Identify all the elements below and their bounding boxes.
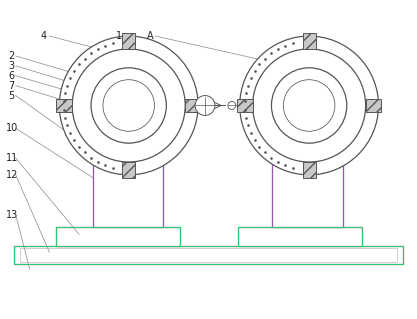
Bar — [20, 248, 397, 262]
Text: 7: 7 — [9, 81, 15, 91]
Text: A: A — [147, 31, 154, 41]
Circle shape — [240, 36, 379, 175]
Bar — [122, 162, 135, 178]
Text: 3: 3 — [9, 61, 15, 71]
Text: 13: 13 — [5, 210, 18, 219]
Circle shape — [91, 68, 166, 143]
Bar — [303, 162, 316, 178]
Text: 12: 12 — [5, 170, 18, 180]
Bar — [14, 246, 403, 264]
Circle shape — [59, 36, 198, 175]
Text: 2: 2 — [9, 51, 15, 61]
Circle shape — [253, 49, 366, 162]
Bar — [238, 227, 362, 246]
Bar — [56, 227, 180, 246]
Bar — [237, 99, 253, 112]
Circle shape — [283, 80, 335, 131]
Bar — [122, 33, 135, 49]
Text: 10: 10 — [5, 123, 18, 133]
Circle shape — [271, 68, 347, 143]
Bar — [56, 99, 72, 112]
Bar — [272, 140, 343, 227]
Bar — [56, 227, 180, 246]
Bar — [14, 246, 403, 264]
Bar — [93, 140, 163, 227]
Bar — [93, 140, 163, 227]
Text: 6: 6 — [9, 71, 15, 81]
Circle shape — [195, 96, 215, 115]
Bar — [185, 99, 201, 112]
Text: 1: 1 — [116, 31, 122, 41]
Text: 5: 5 — [9, 91, 15, 100]
Circle shape — [72, 49, 185, 162]
Circle shape — [228, 101, 236, 109]
Bar — [272, 140, 343, 227]
Text: 11: 11 — [5, 153, 18, 163]
Bar — [238, 227, 362, 246]
Circle shape — [103, 80, 154, 131]
Bar — [303, 33, 316, 49]
Text: 4: 4 — [40, 31, 47, 41]
Bar — [366, 99, 382, 112]
